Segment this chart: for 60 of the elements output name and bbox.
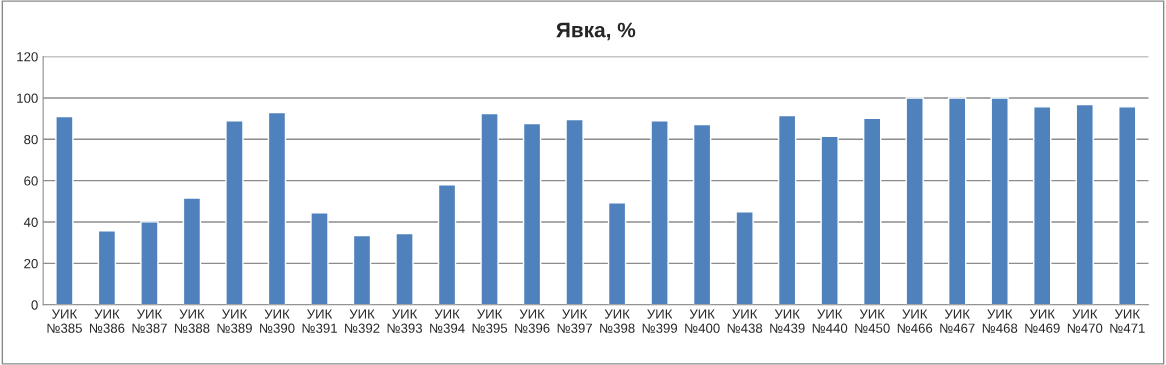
x-tick-label: УИК №450	[855, 309, 890, 333]
x-tick-label: УИК №389	[217, 309, 252, 333]
x-tick-label: УИК №393	[387, 309, 423, 333]
x-tick-label: УИК №466	[897, 309, 933, 333]
x-tick-label: УИК №438	[727, 309, 763, 333]
bar	[55, 115, 74, 305]
x-tick-label: УИК №471	[1110, 309, 1145, 333]
x-tick-label: УИК №396	[515, 309, 550, 333]
x-tick-label: УИК №469	[1025, 309, 1060, 333]
bar	[1033, 106, 1052, 305]
y-tick-label: 100	[17, 93, 38, 103]
bar	[905, 97, 924, 305]
bar	[97, 230, 117, 305]
bar	[692, 123, 712, 305]
x-tick-label: УИК №388	[175, 309, 210, 333]
bar	[522, 122, 542, 305]
x-tick-label: УИК №394	[430, 309, 465, 333]
bar	[225, 119, 244, 305]
x-tick-label: УИК №391	[302, 309, 337, 333]
x-tick-label: УИК №400	[685, 309, 720, 333]
y-tick-label: 120	[17, 52, 38, 62]
y-tick-label: 20	[24, 258, 38, 269]
bar	[267, 111, 287, 305]
bar	[182, 197, 202, 305]
x-tick-label: УИК №468	[982, 309, 1018, 333]
bar	[437, 184, 457, 305]
bar	[1075, 103, 1094, 305]
bar	[352, 234, 372, 305]
bar	[862, 117, 882, 305]
y-tick-label: 0	[31, 300, 38, 310]
x-tick-label: УИК №385	[47, 309, 82, 333]
bar	[480, 112, 499, 305]
bar	[607, 202, 627, 305]
x-tick-label: УИК №440	[812, 309, 848, 333]
y-tick-label: 60	[24, 176, 38, 186]
bar	[565, 118, 584, 305]
x-tick-label: УИК №467	[940, 309, 975, 333]
x-tick-label: УИК №386	[90, 309, 125, 333]
bar	[947, 97, 967, 305]
bar	[650, 119, 669, 305]
bar	[777, 114, 797, 305]
chart-title: Явка, %	[556, 22, 636, 41]
bar	[310, 212, 329, 305]
x-tick-label: УИК №439	[770, 309, 805, 333]
x-tick-label: УИК №390	[260, 309, 295, 333]
x-tick-label: УИК №397	[557, 309, 592, 333]
bar	[140, 221, 159, 305]
bar	[990, 97, 1009, 305]
bar	[395, 232, 414, 305]
bar	[1118, 106, 1137, 305]
x-tick-label: УИК №392	[345, 309, 380, 333]
y-tick-label: 40	[23, 217, 38, 227]
x-tick-label: УИК №395	[472, 309, 508, 333]
bar	[820, 135, 839, 305]
y-tick-label: 80	[24, 134, 38, 145]
x-tick-label: УИК №399	[642, 309, 678, 333]
x-tick-label: УИК №470	[1067, 309, 1103, 333]
x-tick-label: УИК №398	[600, 309, 635, 333]
x-tick-label: УИК №387	[132, 309, 167, 333]
bar	[735, 211, 754, 305]
